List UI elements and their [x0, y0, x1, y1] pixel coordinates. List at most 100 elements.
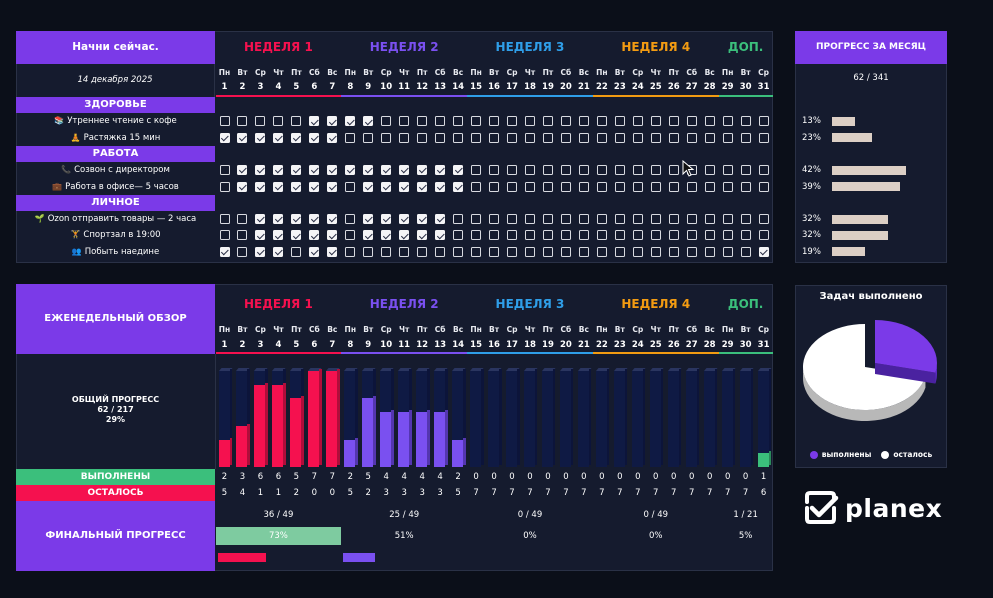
habit-checkbox[interactable]	[435, 181, 446, 192]
habit-checkbox[interactable]	[255, 165, 266, 176]
habit-checkbox[interactable]	[237, 116, 248, 127]
habit-checkbox[interactable]	[273, 246, 284, 257]
habit-checkbox[interactable]	[578, 165, 589, 176]
habit-checkbox[interactable]	[309, 181, 320, 192]
habit-checkbox[interactable]	[345, 132, 356, 143]
habit-checkbox[interactable]	[453, 116, 464, 127]
habit-checkbox[interactable]	[650, 165, 661, 176]
habit-checkbox[interactable]	[542, 246, 553, 257]
habit-checkbox[interactable]	[578, 230, 589, 241]
habit-checkbox[interactable]	[291, 116, 302, 127]
habit-checkbox[interactable]	[722, 214, 733, 225]
habit-checkbox[interactable]	[542, 230, 553, 241]
habit-checkbox[interactable]	[273, 214, 284, 225]
habit-checkbox[interactable]	[363, 246, 374, 257]
habit-checkbox[interactable]	[489, 181, 500, 192]
habit-checkbox[interactable]	[381, 165, 392, 176]
habit-checkbox[interactable]	[507, 132, 518, 143]
habit-checkbox[interactable]	[381, 230, 392, 241]
habit-checkbox[interactable]	[614, 230, 625, 241]
habit-checkbox[interactable]	[614, 214, 625, 225]
habit-checkbox[interactable]	[650, 214, 661, 225]
habit-checkbox[interactable]	[632, 214, 643, 225]
habit-checkbox[interactable]	[237, 214, 248, 225]
habit-checkbox[interactable]	[453, 230, 464, 241]
habit-checkbox[interactable]	[363, 132, 374, 143]
habit-checkbox[interactable]	[614, 165, 625, 176]
habit-checkbox[interactable]	[417, 214, 428, 225]
habit-checkbox[interactable]	[542, 132, 553, 143]
habit-checkbox[interactable]	[237, 132, 248, 143]
habit-checkbox[interactable]	[363, 230, 374, 241]
habit-checkbox[interactable]	[507, 214, 518, 225]
habit-checkbox[interactable]	[291, 181, 302, 192]
habit-checkbox[interactable]	[273, 116, 284, 127]
habit-checkbox[interactable]	[399, 165, 410, 176]
habit-checkbox[interactable]	[381, 132, 392, 143]
habit-checkbox[interactable]	[273, 165, 284, 176]
habit-checkbox[interactable]	[489, 230, 500, 241]
habit-checkbox[interactable]	[524, 116, 535, 127]
habit-checkbox[interactable]	[327, 132, 338, 143]
habit-checkbox[interactable]	[668, 132, 679, 143]
habit-checkbox[interactable]	[542, 181, 553, 192]
habit-checkbox[interactable]	[632, 165, 643, 176]
habit-checkbox[interactable]	[435, 214, 446, 225]
habit-checkbox[interactable]	[524, 132, 535, 143]
habit-checkbox[interactable]	[650, 246, 661, 257]
habit-checkbox[interactable]	[291, 165, 302, 176]
habit-checkbox[interactable]	[291, 132, 302, 143]
habit-checkbox[interactable]	[273, 181, 284, 192]
habit-checkbox[interactable]	[560, 116, 571, 127]
habit-checkbox[interactable]	[758, 132, 769, 143]
habit-checkbox[interactable]	[524, 165, 535, 176]
habit-checkbox[interactable]	[327, 165, 338, 176]
habit-checkbox[interactable]	[345, 116, 356, 127]
habit-checkbox[interactable]	[255, 181, 266, 192]
habit-checkbox[interactable]	[489, 116, 500, 127]
habit-checkbox[interactable]	[381, 181, 392, 192]
habit-checkbox[interactable]	[219, 246, 230, 257]
habit-checkbox[interactable]	[381, 116, 392, 127]
habit-checkbox[interactable]	[722, 230, 733, 241]
habit-checkbox[interactable]	[632, 181, 643, 192]
habit-checkbox[interactable]	[417, 116, 428, 127]
habit-checkbox[interactable]	[255, 230, 266, 241]
habit-checkbox[interactable]	[291, 230, 302, 241]
habit-checkbox[interactable]	[327, 230, 338, 241]
habit-checkbox[interactable]	[417, 132, 428, 143]
habit-checkbox[interactable]	[740, 165, 751, 176]
habit-checkbox[interactable]	[417, 165, 428, 176]
habit-checkbox[interactable]	[668, 181, 679, 192]
habit-checkbox[interactable]	[471, 246, 482, 257]
habit-checkbox[interactable]	[578, 132, 589, 143]
habit-checkbox[interactable]	[596, 116, 607, 127]
habit-checkbox[interactable]	[758, 181, 769, 192]
habit-checkbox[interactable]	[363, 165, 374, 176]
habit-checkbox[interactable]	[722, 181, 733, 192]
habit-checkbox[interactable]	[219, 181, 230, 192]
habit-checkbox[interactable]	[471, 116, 482, 127]
habit-checkbox[interactable]	[471, 132, 482, 143]
habit-checkbox[interactable]	[291, 214, 302, 225]
habit-checkbox[interactable]	[632, 132, 643, 143]
habit-checkbox[interactable]	[704, 214, 715, 225]
habit-checkbox[interactable]	[435, 132, 446, 143]
habit-checkbox[interactable]	[596, 132, 607, 143]
habit-checkbox[interactable]	[219, 214, 230, 225]
habit-checkbox[interactable]	[560, 214, 571, 225]
habit-checkbox[interactable]	[399, 214, 410, 225]
habit-checkbox[interactable]	[524, 181, 535, 192]
habit-checkbox[interactable]	[524, 214, 535, 225]
habit-checkbox[interactable]	[686, 246, 697, 257]
habit-checkbox[interactable]	[309, 165, 320, 176]
habit-checkbox[interactable]	[740, 181, 751, 192]
habit-checkbox[interactable]	[399, 132, 410, 143]
habit-checkbox[interactable]	[686, 214, 697, 225]
habit-checkbox[interactable]	[435, 246, 446, 257]
habit-checkbox[interactable]	[722, 116, 733, 127]
habit-checkbox[interactable]	[507, 116, 518, 127]
habit-checkbox[interactable]	[471, 181, 482, 192]
habit-checkbox[interactable]	[453, 165, 464, 176]
habit-checkbox[interactable]	[722, 246, 733, 257]
